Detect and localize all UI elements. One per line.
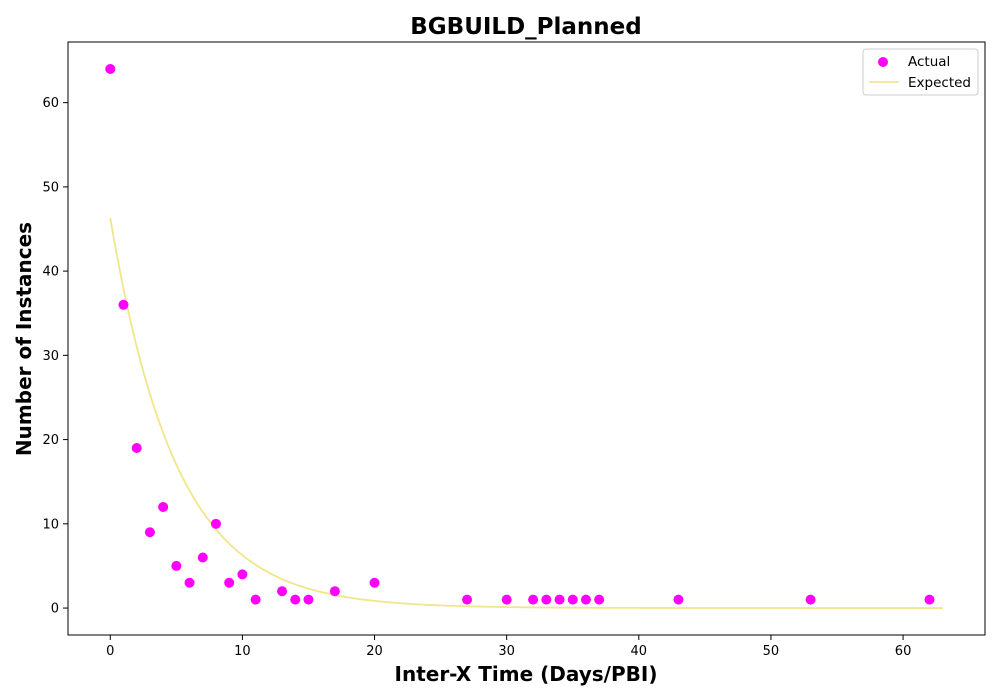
data-point-actual (144, 527, 155, 538)
y-axis-ticks: 0 10 20 30 40 50 60 (42, 96, 68, 617)
data-point-actual (237, 569, 248, 580)
plot-area (105, 63, 943, 609)
x-axis-label: Inter-X Time (Days/PBI) (395, 662, 658, 686)
legend-label-expected: Expected (908, 75, 971, 91)
data-point-actual (580, 594, 591, 605)
y-tick-label: 0 (51, 602, 59, 617)
data-point-actual (171, 560, 182, 571)
data-point-actual (224, 577, 235, 588)
y-tick-label: 20 (42, 433, 59, 448)
y-tick-label: 60 (42, 96, 59, 111)
data-point-actual (329, 586, 340, 597)
data-point-actual (528, 594, 539, 605)
x-tick-label: 40 (631, 644, 648, 659)
x-tick-label: 30 (498, 644, 515, 659)
x-tick-label: 60 (895, 644, 912, 659)
data-point-actual (131, 443, 142, 454)
data-point-actual (541, 594, 552, 605)
data-point-actual (924, 594, 935, 605)
data-point-actual (462, 594, 473, 605)
data-point-actual (290, 594, 301, 605)
data-point-actual (567, 594, 578, 605)
y-tick-label: 50 (42, 180, 59, 195)
x-tick-label: 20 (366, 644, 383, 659)
x-axis-ticks: 0 10 20 30 40 50 60 (106, 635, 911, 659)
x-tick-label: 50 (763, 644, 780, 659)
data-point-actual (118, 299, 129, 310)
y-tick-label: 30 (42, 349, 59, 364)
data-point-actual (184, 577, 195, 588)
x-tick-label: 10 (234, 644, 251, 659)
data-point-actual (501, 594, 512, 605)
legend-box (862, 48, 979, 96)
data-point-actual (594, 594, 605, 605)
data-point-actual (673, 594, 684, 605)
data-point-actual (105, 63, 116, 74)
expected-curve (109, 217, 943, 609)
actual-points (105, 63, 935, 605)
legend: Actual Expected (862, 48, 979, 96)
data-point-actual (369, 577, 380, 588)
data-point-actual (158, 501, 169, 512)
y-tick-label: 10 (42, 517, 59, 532)
data-point-actual (303, 594, 314, 605)
data-point-actual (250, 594, 261, 605)
data-point-actual (277, 586, 288, 597)
legend-marker-actual (878, 57, 888, 67)
data-point-actual (805, 594, 816, 605)
plot-frame (67, 41, 986, 636)
data-point-actual (197, 552, 208, 563)
y-tick-label: 40 (42, 265, 59, 280)
chart-title: BGBUILD_Planned (410, 14, 642, 40)
legend-label-actual: Actual (908, 54, 950, 70)
data-point-actual (554, 594, 565, 605)
x-tick-label: 0 (106, 644, 114, 659)
data-point-actual (210, 518, 221, 529)
y-axis-label: Number of Instances (12, 222, 36, 456)
